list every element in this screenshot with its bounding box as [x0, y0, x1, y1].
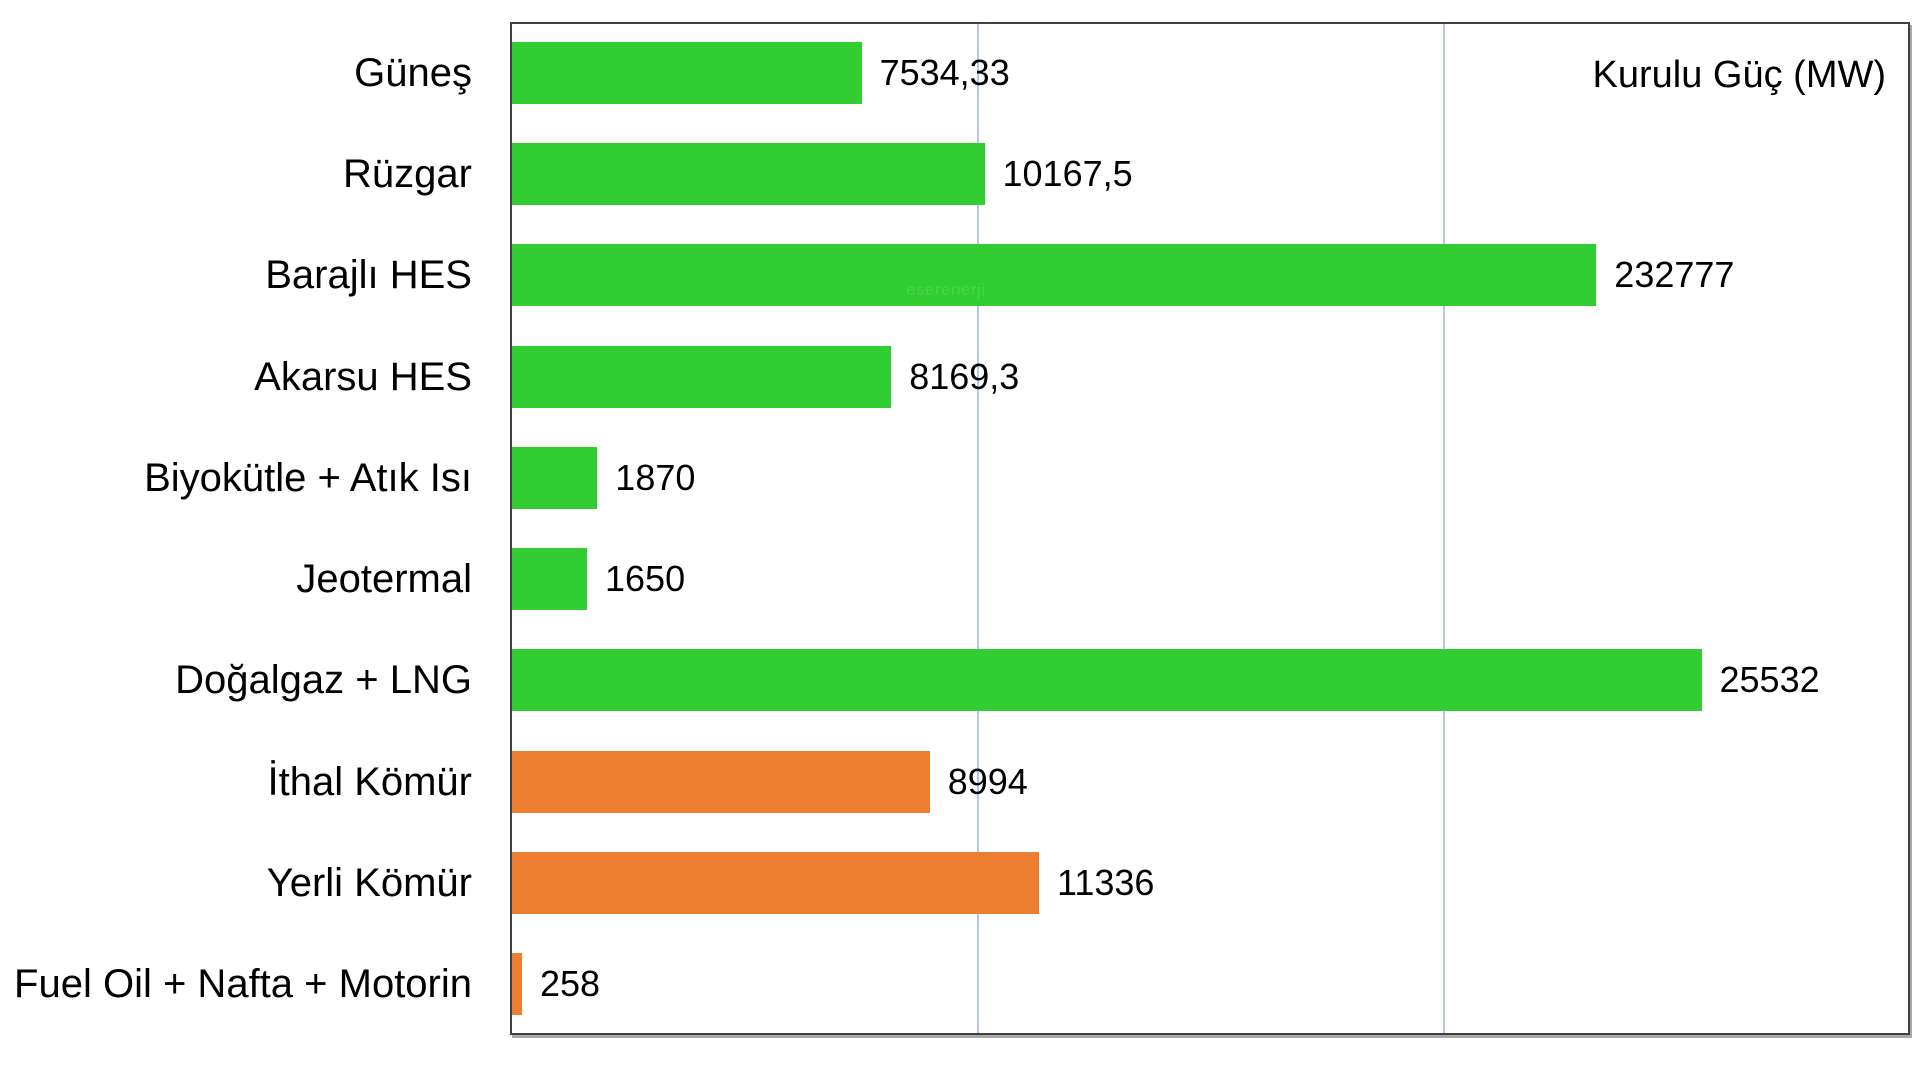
bar-green [510, 41, 862, 104]
bar-orange [510, 953, 522, 1016]
chart-row: Fuel Oil + Nafta + Motorin 258 [0, 934, 1920, 1035]
value-label: 232777 [1614, 254, 1735, 296]
bar-track: 258 [510, 953, 1920, 1016]
chart-row: Barajlı HES 232777 [0, 225, 1920, 326]
category-label: Akarsu HES [254, 354, 472, 399]
bar-orange [510, 852, 1039, 915]
x-gridline [976, 22, 979, 1035]
value-label: 1650 [605, 558, 686, 600]
bar-orange [510, 750, 930, 813]
bar-green [510, 142, 985, 205]
category-label: Barajlı HES [265, 253, 472, 298]
chart-row: Akarsu HES 8169,3 [0, 326, 1920, 427]
bar-track: 8994 [510, 750, 1920, 813]
bar-track: 1870 [510, 446, 1920, 509]
bar-green [510, 649, 1702, 712]
chart-row: Biyokütle + Atık Isı 1870 [0, 427, 1920, 528]
series-legend-label: Kurulu Güç (MW) [1592, 54, 1886, 96]
value-label: 8994 [947, 760, 1028, 802]
category-label: Güneş [354, 50, 472, 95]
bar-track: 25532 [510, 649, 1920, 712]
chart-row: Güneş 7534,33 [0, 22, 1920, 123]
bar-track: 232777 [510, 244, 1920, 307]
bar-track: 11336 [510, 852, 1920, 915]
category-label: Biyokütle + Atık Isı [144, 455, 472, 500]
bar-green [510, 446, 598, 509]
category-label: Doğalgaz + LNG [175, 658, 472, 703]
category-label: Rüzgar [343, 151, 472, 196]
bar-green [510, 345, 892, 408]
x-gridline [1443, 22, 1446, 1035]
value-label: 10167,5 [1002, 152, 1133, 194]
chart-row: Jeotermal 1650 [0, 528, 1920, 629]
bar-track: 8169,3 [510, 345, 1920, 408]
value-label: 8169,3 [909, 355, 1020, 397]
value-label: 25532 [1719, 659, 1820, 701]
value-label: 11336 [1057, 862, 1155, 904]
chart-row: İthal Kömür 8994 [0, 731, 1920, 832]
bar-track: 7534,33 [510, 41, 1920, 104]
bar-track: 10167,5 [510, 142, 1920, 205]
watermark-text: eserenerji [906, 280, 986, 299]
chart-row: Doğalgaz + LNG 25532 [0, 630, 1920, 731]
chart-row: Rüzgar 10167,5 [0, 123, 1920, 224]
category-label: Fuel Oil + Nafta + Motorin [14, 962, 472, 1007]
bar-green [510, 548, 587, 611]
category-label: Yerli Kömür [266, 861, 472, 906]
chart-row: Yerli Kömür 11336 [0, 832, 1920, 933]
category-label: İthal Kömür [267, 759, 472, 804]
bar-rows: Güneş 7534,33 Rüzgar 10167,5 Barajlı HES… [0, 22, 1920, 1035]
category-label: Jeotermal [296, 557, 472, 602]
value-label: 7534,33 [879, 51, 1010, 93]
value-label: 258 [540, 963, 601, 1005]
value-label: 1870 [615, 456, 696, 498]
bar-green [510, 244, 1597, 307]
bar-track: 1650 [510, 548, 1920, 611]
